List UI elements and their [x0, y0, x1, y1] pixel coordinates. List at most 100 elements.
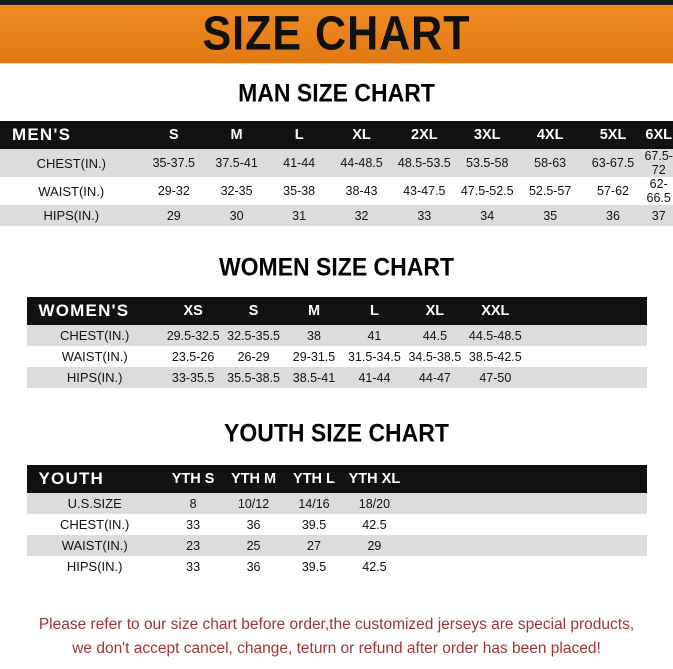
cell-women-2-2: 38.5-41 [292, 370, 336, 385]
column-header-youth-0: YTH S [171, 471, 215, 487]
cell-man-2-4: 33 [417, 208, 432, 223]
cell-man-0-6: 58-63 [534, 156, 567, 170]
cell-women-0-1: 32.5-35.5 [227, 328, 280, 343]
table-corner-label: WOMEN'S [38, 301, 130, 320]
table-row: CHEST(IN.) 33 36 39.5 42.5 [26, 514, 647, 535]
table-row: U.S.SIZE 8 10/12 14/16 18/20 [26, 493, 647, 514]
cell-man-0-8: 67.5-72 [644, 149, 673, 177]
size-table-youth: YOUTH YTH S YTH M YTH L YTH XL U.S.SIZE 8 10/12… [26, 465, 647, 583]
column-header-women-4: XL [425, 303, 445, 319]
cell-youth-1-2: 39.5 [301, 517, 327, 532]
cell-women-1-2: 29-31.5 [292, 349, 336, 364]
cell-women-0-3: 41 [367, 328, 382, 343]
size-section-youth: YOUTH SIZE CHART YOUTH YTH S YTH M YTH L YTH … [0, 419, 673, 583]
cell-man-2-7: 36 [606, 208, 620, 223]
size-chart-sections: MAN SIZE CHART MEN'S S M L XL 2XL 3XL 4XL 5XL 6XL C… [0, 79, 673, 583]
cell-man-0-3: 44-48.5 [340, 156, 383, 170]
cell-man-2-0: 29 [166, 208, 181, 223]
table-row: HIPS(IN.) 33-35.5 35.5-38.5 38.5-41 41-44 44-… [26, 367, 647, 388]
cell-youth-1-3: 42.5 [362, 517, 387, 532]
cell-man-0-2: 41-44 [283, 156, 316, 170]
column-header-filler [405, 465, 647, 493]
size-chart-banner: SIZE CHART [0, 5, 673, 64]
table-header-row: YOUTH YTH S YTH M YTH L YTH XL [26, 465, 647, 493]
cell-youth-2-0: 23 [186, 538, 201, 553]
cell-man-2-6: 35 [543, 208, 558, 223]
cell-women-2-1: 35.5-38.5 [227, 370, 280, 385]
row-label-youth-0: U.S.SIZE [67, 496, 122, 511]
cell-man-0-7: 63-67.5 [591, 156, 635, 170]
cell-youth-3-0: 33 [186, 559, 201, 574]
cell-women-1-1: 26-29 [237, 349, 270, 364]
column-header-youth-2: YTH L [293, 471, 335, 487]
row-label-man-0: CHEST(IN.) [36, 155, 106, 171]
column-header-man-6: 4XL [536, 127, 564, 143]
column-header-filler [526, 297, 647, 325]
table-bottom-spacer-cell [0, 226, 673, 232]
table-row: WAIST(IN.) 23 25 27 29 [26, 535, 647, 556]
column-header-man-0: S [168, 127, 179, 143]
cell-women-0-2: 38 [307, 328, 321, 343]
column-header-women-2: M [307, 303, 321, 319]
cell-man-1-7: 57-62 [597, 184, 629, 198]
cell-man-1-3: 38-43 [345, 184, 378, 198]
table-corner-label: MEN'S [12, 125, 72, 144]
cell-man-0-5: 53.5-58 [466, 156, 509, 170]
cell-man-1-8: 62-66.5 [646, 177, 671, 205]
column-header-man-4: 2XL [411, 127, 438, 143]
cell-women-2-4: 44-47 [418, 370, 451, 385]
table-row: CHEST(IN.) 29.5-32.5 32.5-35.5 38 41 44.5 44.5… [26, 325, 647, 346]
cell-youth-3-2: 39.5 [301, 559, 327, 574]
size-table-man: MEN'S S M L XL 2XL 3XL 4XL 5XL 6XL CHEST(IN.) 35-37… [0, 121, 673, 232]
cell-women-0-5: 44.5-48.5 [468, 328, 522, 343]
cell-women-1-4: 34.5-38.5 [408, 349, 462, 364]
table-header-row: WOMEN'S XS S M L XL XXL [26, 297, 647, 325]
table-bottom-spacer [0, 226, 673, 232]
table-row: CHEST(IN.) 35-37.5 37.5-41 41-44 44-48.5 48.5… [0, 149, 673, 177]
cell-youth-1-0: 33 [186, 517, 201, 532]
cell-youth-2-3: 29 [367, 538, 382, 553]
cell-youth-0-1: 10/12 [237, 496, 270, 511]
top-accent-bar [0, 0, 673, 5]
cell-man-1-1: 32-35 [220, 184, 253, 198]
cell-man-2-3: 32 [354, 208, 369, 223]
row-label-women-2: HIPS(IN.) [66, 370, 123, 385]
table-row: WAIST(IN.) 23.5-26 26-29 29-31.5 31.5-34.5 34… [26, 346, 647, 367]
row-label-youth-2: WAIST(IN.) [61, 538, 128, 553]
cell-man-1-4: 43-47.5 [403, 184, 446, 198]
table-header-row: MEN'S S M L XL 2XL 3XL 4XL 5XL 6XL [0, 121, 673, 149]
cell-man-2-2: 31 [292, 208, 307, 223]
cell-women-2-5: 47-50 [479, 370, 512, 385]
cell-filler [405, 535, 647, 556]
table-bottom-spacer-cell [27, 577, 647, 583]
row-label-women-1: WAIST(IN.) [61, 349, 128, 364]
cell-women-1-0: 23.5-26 [171, 349, 215, 364]
column-header-man-3: XL [352, 127, 371, 143]
table-bottom-spacer [26, 388, 647, 394]
cell-women-0-0: 29.5-32.5 [166, 328, 220, 343]
cell-youth-0-2: 14/16 [298, 496, 330, 511]
cell-filler [405, 493, 647, 514]
cell-man-0-0: 35-37.5 [152, 156, 196, 170]
cell-youth-2-1: 25 [246, 538, 261, 553]
column-header-youth-3: YTH XL [348, 471, 401, 487]
size-table-women: WOMEN'S XS S M L XL XXL CHEST(IN.) 29.5-32.5 32.5… [26, 297, 647, 394]
column-header-man-2: L [294, 127, 304, 143]
row-label-youth-3: HIPS(IN.) [66, 559, 123, 574]
size-section-man: MAN SIZE CHART MEN'S S M L XL 2XL 3XL 4XL 5XL 6XL C… [0, 79, 673, 232]
table-corner-label: YOUTH [38, 469, 104, 488]
column-header-women-3: L [370, 303, 379, 319]
column-header-man-7: 5XL [599, 127, 627, 143]
column-header-man-1: M [230, 127, 243, 143]
table-bottom-spacer-cell [27, 388, 647, 394]
order-policy-note: Please refer to our size chart before or… [0, 613, 673, 661]
column-header-youth-1: YTH M [230, 471, 277, 487]
cell-man-1-0: 29-32 [157, 184, 190, 198]
cell-man-0-1: 37.5-41 [215, 156, 258, 170]
cell-filler [526, 325, 647, 346]
order-policy-line-1: Please refer to our size chart before or… [38, 615, 635, 633]
order-policy-line-2: we don't accept cancel, change, teturn o… [72, 639, 601, 657]
cell-youth-3-3: 42.5 [362, 559, 387, 574]
column-header-man-8: 6XL [645, 127, 672, 143]
cell-man-2-5: 34 [480, 208, 495, 223]
